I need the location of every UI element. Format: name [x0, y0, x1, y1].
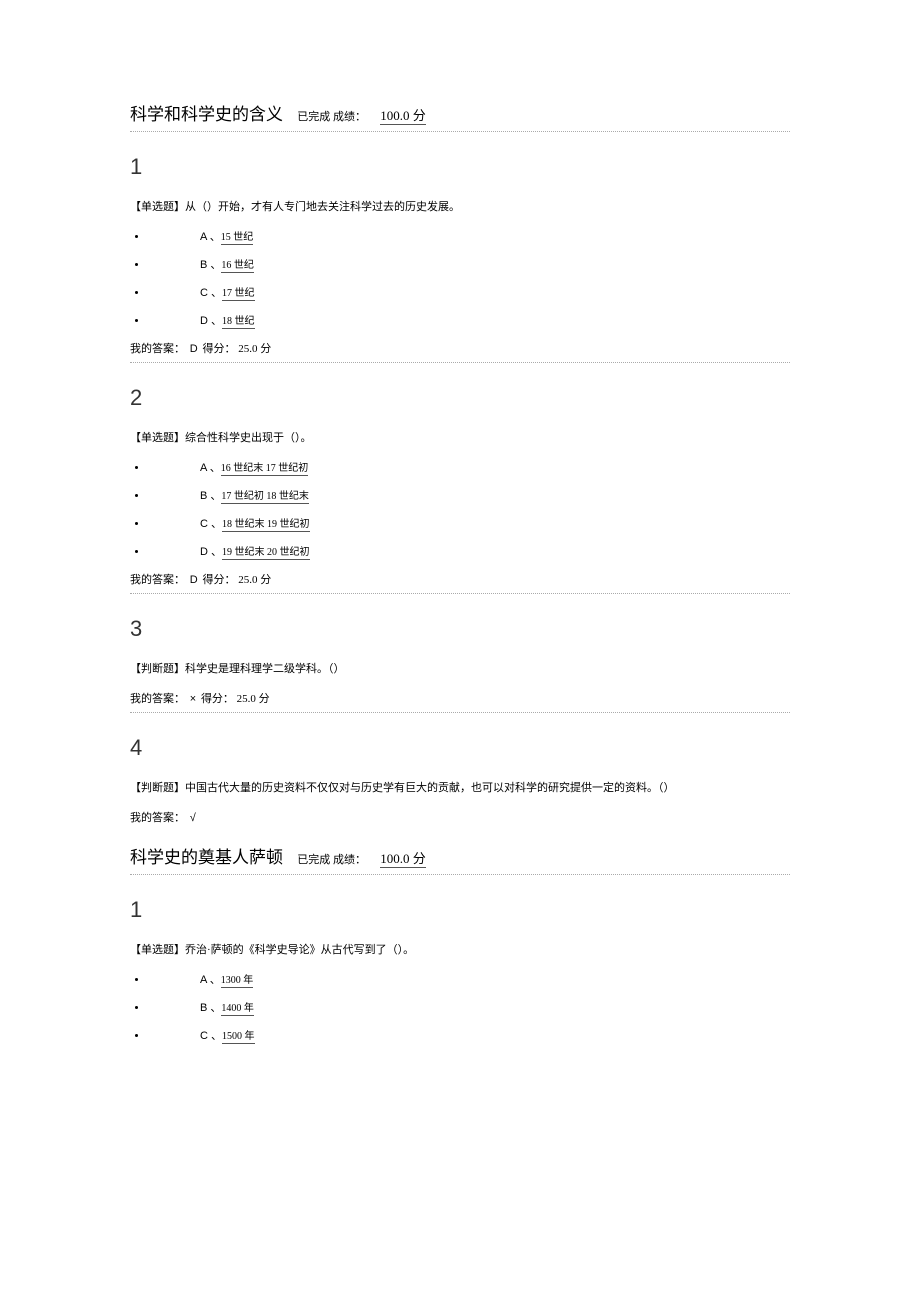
option-item: B 、17 世纪初 18 世纪末 [148, 487, 790, 503]
option-item: B 、1400 年 [148, 999, 790, 1015]
answer-value: D [190, 574, 198, 586]
section-title-score: 100.0 分 [380, 851, 426, 868]
option-letter: C 、 [200, 1030, 222, 1042]
question-number: 3 [130, 616, 790, 642]
option-text: 17 世纪初 18 世纪末 [221, 491, 309, 504]
option-item: C 、18 世纪末 19 世纪初 [148, 515, 790, 531]
question-text: 【判断题】中国古代大量的历史资料不仅仅对与历史学有巨大的贡献，也可以对科学的研究… [130, 779, 790, 795]
question-text: 【判断题】科学史是理科理学二级学科。（） [130, 660, 790, 676]
section-title-main: 科学史的奠基人萨顿 [130, 848, 283, 867]
answer-prefix: 我的答案： [130, 343, 185, 355]
option-text: 1400 年 [221, 1003, 254, 1016]
answer-score: 得分： 25.0 分 [201, 693, 270, 705]
section-title-1: 科学和科学史的含义 已完成 成绩： 100.0 分 [130, 100, 790, 132]
option-letter: A 、 [200, 974, 221, 986]
option-letter: D 、 [200, 315, 222, 327]
option-item: D 、19 世纪末 20 世纪初 [148, 543, 790, 559]
answer-prefix: 我的答案： [130, 812, 185, 824]
option-item: A 、1300 年 [148, 971, 790, 987]
option-item: C 、17 世纪 [148, 284, 790, 300]
answer-score: 得分： 25.0 分 [202, 574, 271, 586]
option-letter: B 、 [200, 490, 221, 502]
answer-prefix: 我的答案： [130, 693, 185, 705]
section-title-score: 100.0 分 [380, 108, 426, 125]
option-text: 15 世纪 [221, 232, 254, 245]
answer-value: D [190, 343, 198, 355]
option-text: 19 世纪末 20 世纪初 [222, 547, 310, 560]
option-text: 17 世纪 [222, 288, 255, 301]
question-text: 【单选题】综合性科学史出现于（）。 [130, 429, 790, 445]
option-letter: C 、 [200, 518, 222, 530]
option-text: 1300 年 [221, 975, 254, 988]
option-text: 1500 年 [222, 1031, 255, 1044]
answer-prefix: 我的答案： [130, 574, 185, 586]
option-text: 16 世纪末 17 世纪初 [221, 463, 309, 476]
option-letter: A 、 [200, 231, 221, 243]
option-letter: A 、 [200, 462, 221, 474]
option-item: A 、16 世纪末 17 世纪初 [148, 459, 790, 475]
option-letter: B 、 [200, 1002, 221, 1014]
section-title-2: 科学史的奠基人萨顿 已完成 成绩： 100.0 分 [130, 843, 790, 875]
option-item: C 、1500 年 [148, 1027, 790, 1043]
section-title-status: 已完成 成绩： [297, 111, 366, 123]
section-title-status: 已完成 成绩： [297, 854, 366, 866]
question-text: 【单选题】乔治·萨顿的《科学史导论》从古代写到了（）。 [130, 941, 790, 957]
option-text: 18 世纪 [222, 316, 255, 329]
option-text: 18 世纪末 19 世纪初 [222, 519, 310, 532]
answer-value: √ [190, 812, 196, 824]
option-letter: B 、 [200, 259, 221, 271]
option-list: A 、16 世纪末 17 世纪初 B 、17 世纪初 18 世纪末 C 、18 … [130, 459, 790, 559]
question-number: 1 [130, 154, 790, 180]
answer-line: 我的答案： D 得分： 25.0 分 [130, 340, 790, 363]
answer-line: 我的答案： D 得分： 25.0 分 [130, 571, 790, 594]
question-number: 1 [130, 897, 790, 923]
option-letter: C 、 [200, 287, 222, 299]
section-title-main: 科学和科学史的含义 [130, 105, 283, 124]
answer-value: × [190, 693, 196, 705]
option-list: A 、1300 年 B 、1400 年 C 、1500 年 [130, 971, 790, 1043]
option-item: A 、15 世纪 [148, 228, 790, 244]
answer-line: 我的答案： × 得分： 25.0 分 [130, 690, 790, 713]
question-number: 2 [130, 385, 790, 411]
option-letter: D 、 [200, 546, 222, 558]
option-item: D 、18 世纪 [148, 312, 790, 328]
document-page: 科学和科学史的含义 已完成 成绩： 100.0 分 1 【单选题】从（）开始，才… [0, 0, 920, 1095]
answer-score: 得分： 25.0 分 [202, 343, 271, 355]
option-text: 16 世纪 [221, 260, 254, 273]
question-text: 【单选题】从（）开始，才有人专门地去关注科学过去的历史发展。 [130, 198, 790, 214]
answer-line: 我的答案： √ [130, 809, 790, 825]
option-item: B 、16 世纪 [148, 256, 790, 272]
option-list: A 、15 世纪 B 、16 世纪 C 、17 世纪 D 、18 世纪 [130, 228, 790, 328]
question-number: 4 [130, 735, 790, 761]
